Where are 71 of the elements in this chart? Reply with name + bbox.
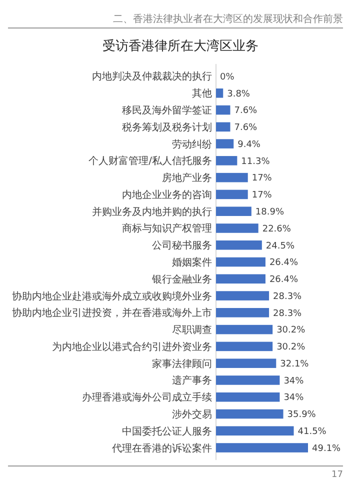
data-label: 35.9% bbox=[287, 410, 316, 420]
data-label: 18.9% bbox=[255, 207, 284, 218]
data-label: 17% bbox=[252, 190, 272, 201]
bar bbox=[216, 122, 230, 132]
data-label: 34% bbox=[284, 376, 304, 386]
chart-title: 受访香港律所在大湾区业务 bbox=[102, 38, 258, 54]
data-label: 24.5% bbox=[266, 241, 295, 252]
bar bbox=[216, 324, 273, 334]
data-label: 34% bbox=[284, 393, 304, 404]
y-tick-label: 家事法律顾问 bbox=[152, 358, 212, 370]
bar bbox=[216, 426, 294, 436]
bar bbox=[216, 392, 280, 402]
y-tick-label: 尽职调查 bbox=[172, 324, 212, 336]
data-label: 26.4% bbox=[269, 258, 299, 268]
bar bbox=[216, 224, 258, 233]
bar bbox=[216, 409, 284, 419]
y-tick-label: 协助内地企业赴港或海外成立或收购境外业务 bbox=[12, 290, 212, 302]
bar bbox=[216, 88, 224, 98]
data-label: 9.4% bbox=[238, 140, 261, 150]
y-tick-label: 公司秘书服务 bbox=[152, 240, 212, 252]
bar bbox=[216, 172, 248, 182]
data-label: 22.6% bbox=[262, 224, 292, 234]
data-label: 0% bbox=[220, 72, 235, 82]
data-label: 28.3% bbox=[273, 308, 302, 319]
bar bbox=[216, 342, 273, 352]
y-tick-label: 中国委托公证人服务 bbox=[122, 425, 212, 438]
data-label: 11.3% bbox=[241, 156, 270, 167]
y-tick-label: 银行金融业务 bbox=[151, 273, 212, 286]
data-label: 3.8% bbox=[227, 89, 250, 100]
data-label: 7.6% bbox=[234, 123, 258, 134]
data-label: 41.5% bbox=[298, 427, 327, 438]
y-tick-label: 其他 bbox=[192, 88, 212, 100]
bar bbox=[216, 206, 252, 216]
y-tick-label: 税务筹划及税务计划 bbox=[122, 121, 212, 134]
bar bbox=[216, 443, 308, 452]
bar bbox=[216, 190, 248, 200]
y-tick-label: 并购业务及内地并购的执行 bbox=[92, 206, 212, 218]
data-label: 30.2% bbox=[276, 326, 306, 336]
bar bbox=[216, 308, 270, 318]
chart-subtitle: 二、香港法律执业者在大湾区的发展现状和合作前景 bbox=[113, 13, 343, 25]
data-label: 28.3% bbox=[273, 292, 302, 302]
y-tick-label: 内地判决及仲裁裁决的执行 bbox=[92, 70, 212, 83]
bar bbox=[216, 257, 266, 267]
bar bbox=[216, 105, 230, 115]
y-tick-label: 涉外交易 bbox=[172, 408, 212, 420]
data-label: 49.1% bbox=[312, 444, 342, 454]
y-tick-label: 移民及海外留学签证 bbox=[122, 104, 212, 117]
bar bbox=[216, 139, 234, 148]
data-label: 7.6% bbox=[234, 106, 258, 116]
y-tick-label: 为内地企业以港式合约引进外资业务 bbox=[52, 340, 212, 353]
y-tick-label: 办理香港或海外公司成立手续 bbox=[82, 392, 212, 404]
data-label: 26.4% bbox=[269, 275, 299, 286]
y-tick-label: 协助内地企业引进投资，并在香港或海外上市 bbox=[12, 307, 212, 320]
y-tick-label: 婚姻案件 bbox=[172, 256, 212, 268]
y-tick-label: 商标与知识产权管理 bbox=[122, 222, 212, 235]
data-label: 30.2% bbox=[276, 342, 306, 353]
bar bbox=[216, 291, 270, 300]
text: 17 bbox=[332, 470, 343, 480]
y-tick-label: 房地产业务 bbox=[162, 172, 212, 184]
bar bbox=[216, 240, 262, 250]
bar bbox=[216, 156, 238, 166]
y-tick-label: 劳动纠纷 bbox=[172, 138, 212, 150]
y-tick-label: 代理在香港的诉讼案件 bbox=[111, 442, 212, 454]
bar bbox=[216, 376, 280, 385]
bar bbox=[216, 358, 276, 368]
y-tick-label: 内地企业业务的咨询 bbox=[122, 188, 212, 201]
data-label: 32.1% bbox=[280, 359, 310, 370]
y-tick-label: 遗产事务 bbox=[172, 374, 212, 387]
data-label: 17% bbox=[252, 174, 272, 184]
y-tick-label: 个人财富管理/私人信托服务 bbox=[88, 155, 212, 168]
bar bbox=[216, 274, 266, 284]
